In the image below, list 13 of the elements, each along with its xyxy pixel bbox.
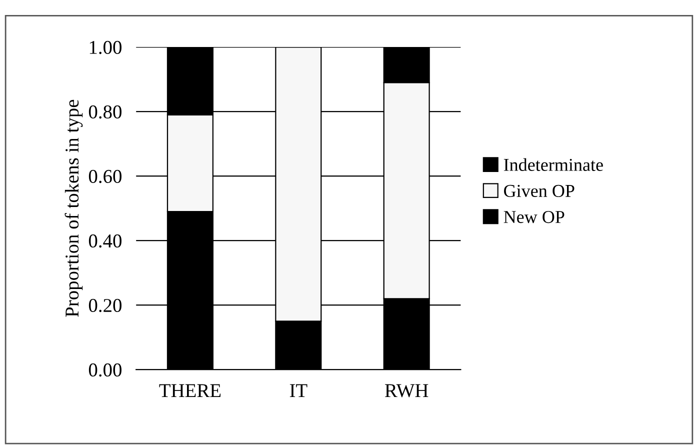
legend-label: Indeterminate	[504, 158, 603, 171]
y-axis-title: Proportion of tokens in type	[64, 100, 83, 317]
legend-label: New OP	[504, 210, 564, 224]
y-tick-label: 0.00	[88, 363, 122, 377]
y-tick-label: 0.60	[88, 170, 122, 184]
y-tick-label: 0.20	[88, 298, 122, 312]
x-tick-label: IT	[290, 384, 308, 397]
x-tick-label: RWH	[384, 384, 428, 398]
legend-label: Given OP	[504, 184, 574, 198]
y-tick-label: 0.40	[88, 234, 122, 248]
y-tick-label: 0.80	[88, 105, 122, 119]
x-tick-label: THERE	[159, 384, 221, 397]
y-tick-label: 1.00	[90, 40, 122, 54]
